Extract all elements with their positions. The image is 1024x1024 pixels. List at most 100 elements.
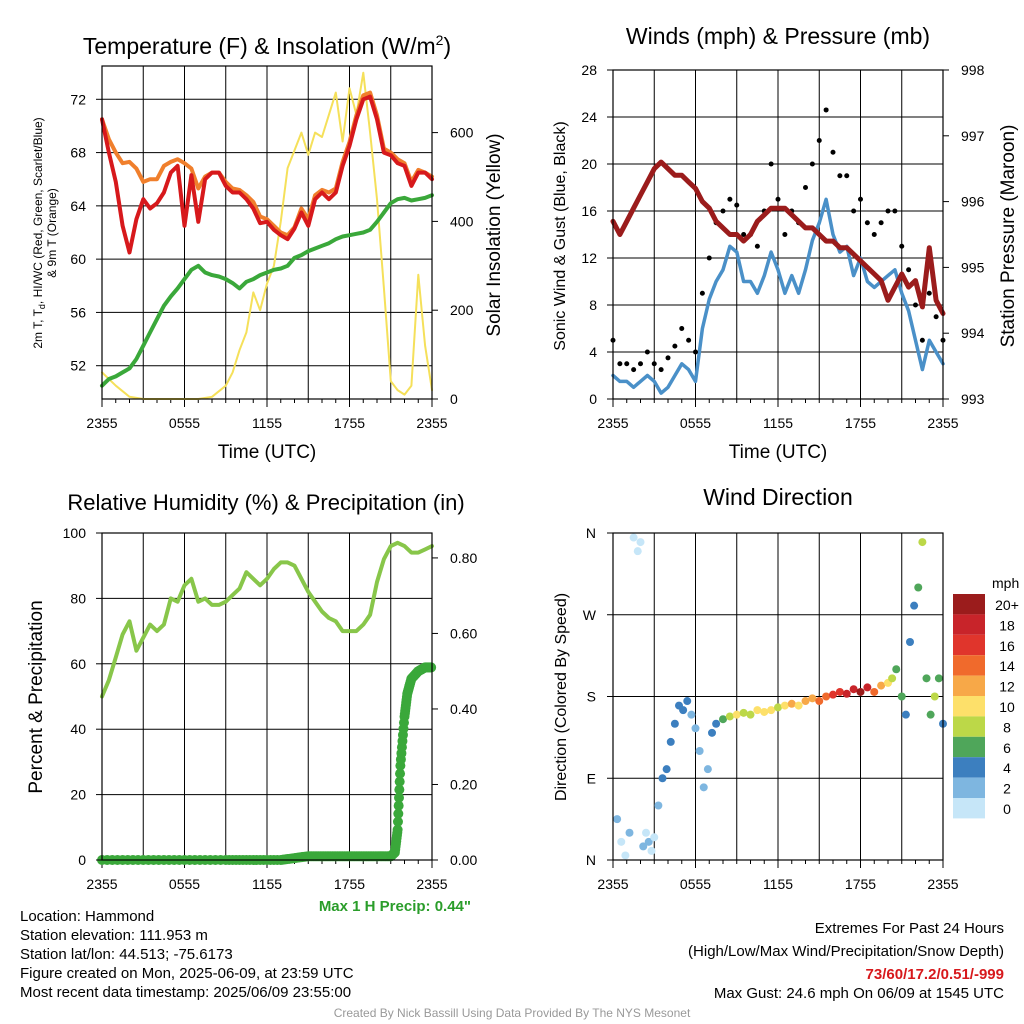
plot-area-1 xyxy=(96,65,438,407)
direction-point xyxy=(822,692,831,701)
y-tick-label: N xyxy=(586,852,596,868)
gust-point xyxy=(644,349,650,355)
direction-point xyxy=(654,801,663,810)
legend-label: 20+ xyxy=(995,597,1019,613)
precip-point xyxy=(394,792,404,803)
plot-border xyxy=(612,69,944,400)
gust-point xyxy=(754,243,760,249)
ylabel-part: 2m T, T xyxy=(31,308,45,348)
direction-point xyxy=(930,692,939,701)
legend-label: 0 xyxy=(1003,801,1011,817)
legend-title: mph xyxy=(992,575,1019,591)
y2-axis-label-pressure: Station Pressure (Maroon) xyxy=(998,125,1019,348)
gust-point xyxy=(885,208,891,214)
y2-tick-label: 0 xyxy=(450,391,458,407)
extremes-title: Extremes For Past 24 Hours xyxy=(814,920,1004,937)
y-tick-label: 52 xyxy=(70,358,86,374)
y-tick-label: 72 xyxy=(70,91,86,107)
legend-swatch xyxy=(953,634,985,656)
gust-point xyxy=(679,326,685,331)
direction-point xyxy=(815,697,824,706)
direction-point xyxy=(732,710,741,719)
plot-area-2 xyxy=(607,69,949,407)
legend-label: 8 xyxy=(1003,719,1011,735)
gust-point xyxy=(720,208,726,214)
direction-point xyxy=(767,706,776,715)
ylabel-part: , HI/WC (Red, Green, Scarlet/Blue) xyxy=(31,117,45,304)
direction-point xyxy=(835,687,844,696)
y2-tick-label: 995 xyxy=(961,259,985,275)
y-tick-label: 12 xyxy=(581,250,597,266)
precip-point xyxy=(394,776,405,787)
direction-point xyxy=(914,583,923,592)
gust-point xyxy=(631,367,637,373)
temp-2m-line xyxy=(100,94,434,255)
latlon-text: Station lat/lon: 44.513; -75.6173 xyxy=(20,946,233,963)
y-tick-label: 28 xyxy=(581,62,597,78)
x-tick-label: 2355 xyxy=(86,415,117,431)
y2-tick-label: 0.60 xyxy=(450,625,477,641)
dewpoint-line xyxy=(100,193,434,388)
direction-point xyxy=(888,674,897,683)
x-axis-label: Time (UTC) xyxy=(218,442,317,463)
direction-point xyxy=(708,728,716,737)
title-end: ) xyxy=(443,33,451,59)
max-precip-label: Max 1 H Precip: 0.44" xyxy=(319,898,471,915)
plot-area-3 xyxy=(96,532,438,868)
y-tick-label: W xyxy=(583,607,597,623)
legend-swatch xyxy=(953,757,985,778)
direction-point xyxy=(856,687,865,696)
precip-point xyxy=(393,808,404,819)
y-tick-label: 20 xyxy=(70,787,86,803)
direction-point xyxy=(918,538,927,547)
direction-point xyxy=(794,701,803,710)
pressure-line xyxy=(610,159,946,316)
y-tick-label: S xyxy=(587,689,596,705)
direction-point xyxy=(910,601,919,610)
ylabel-subscript: d xyxy=(37,304,47,309)
direction-point xyxy=(683,697,692,706)
y-axis-label-winds: Sonic Wind & Gust (Blue, Black) xyxy=(552,121,569,350)
legend-swatch xyxy=(953,696,985,717)
x-tick-label: 0555 xyxy=(169,415,200,431)
direction-point xyxy=(666,737,675,746)
gust-point xyxy=(878,220,884,226)
recent-data-text: Most recent data timestamp: 2025/06/09 2… xyxy=(20,984,352,1001)
legend-swatch xyxy=(953,675,985,696)
direction-point xyxy=(647,846,656,855)
legend-label: 12 xyxy=(999,679,1015,695)
gust-point xyxy=(933,314,939,320)
y-tick-label: 64 xyxy=(70,198,86,214)
extremes-box: Extremes For Past 24 Hours (High/Low/Max… xyxy=(688,919,1004,1003)
direction-point xyxy=(621,851,630,860)
x-axis-label: Time (UTC) xyxy=(729,442,828,463)
x-tick-label: 2355 xyxy=(927,415,958,431)
y2-axis-label-solar: Solar Insolation (Yellow) xyxy=(484,133,505,336)
direction-point xyxy=(849,685,858,694)
gust-point xyxy=(837,173,843,179)
gust-point xyxy=(830,149,836,155)
station-info: Location: Hammond Station elevation: 111… xyxy=(20,907,354,1002)
direction-point xyxy=(877,681,886,690)
direction-point xyxy=(906,638,914,646)
y-tick-label: 8 xyxy=(589,297,597,313)
precip-point xyxy=(392,816,403,827)
x-tick-label: 0555 xyxy=(680,415,711,431)
gust-point xyxy=(906,267,912,273)
gust-point xyxy=(864,220,870,226)
credit-text: Created By Nick Bassill Using Data Provi… xyxy=(333,1006,691,1020)
gust-point xyxy=(651,361,657,367)
direction-point xyxy=(703,765,712,774)
title-main: Temperature (F) & Insolation (W/m xyxy=(83,33,436,59)
direction-point xyxy=(687,710,696,719)
gust-point xyxy=(775,196,781,202)
x-tick-label: 1155 xyxy=(763,876,793,892)
gust-point xyxy=(699,290,705,296)
gust-point xyxy=(892,208,898,214)
y-axis-label-direction: Direction (Colored By Speed) xyxy=(553,593,570,801)
legend-label: 10 xyxy=(999,699,1015,715)
gust-point xyxy=(624,361,630,367)
x-tick-label: 0555 xyxy=(680,876,711,892)
y-tick-label: 60 xyxy=(70,251,86,267)
